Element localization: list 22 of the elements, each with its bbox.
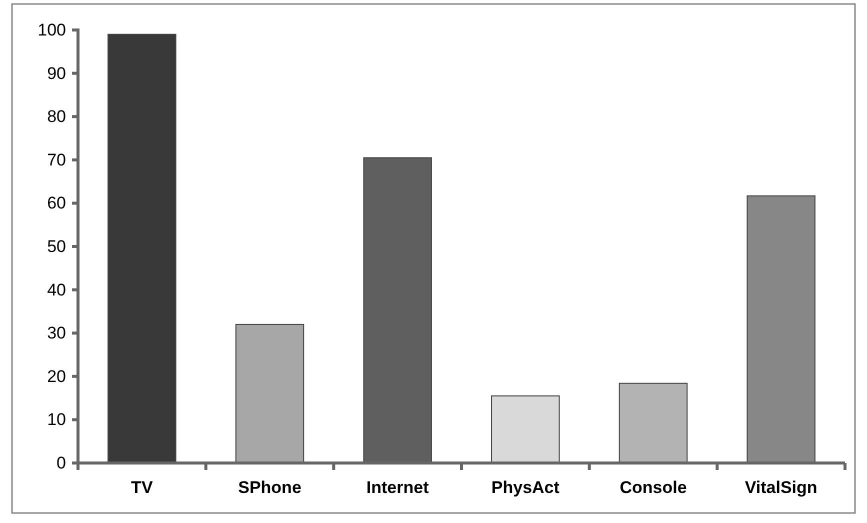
bar [746,195,816,464]
y-tick-label: 90 [47,64,66,83]
bar [108,34,176,464]
bar [235,324,304,464]
x-tick-label: Console [620,478,687,498]
y-tick-label: 20 [47,366,66,386]
y-tick-label: 100 [38,20,66,40]
y-tick-label: 50 [47,236,66,256]
x-tick-label: VitalSign [744,478,818,498]
bar [491,395,560,464]
y-tick-label: 80 [47,107,66,126]
y-tick-label: 0 [56,453,66,472]
y-tick-label: 70 [47,150,66,170]
y-tick-label: 30 [47,324,66,343]
y-tick-label: 60 [47,194,66,213]
x-tick-label: Internet [366,478,430,498]
x-tick-label: PhysAct [491,478,560,498]
bar [618,382,688,464]
y-tick-label: 10 [47,410,66,430]
x-tick-label: SPhone [238,478,302,498]
x-tick-label: TV [131,478,154,498]
y-tick-label: 40 [47,280,66,300]
